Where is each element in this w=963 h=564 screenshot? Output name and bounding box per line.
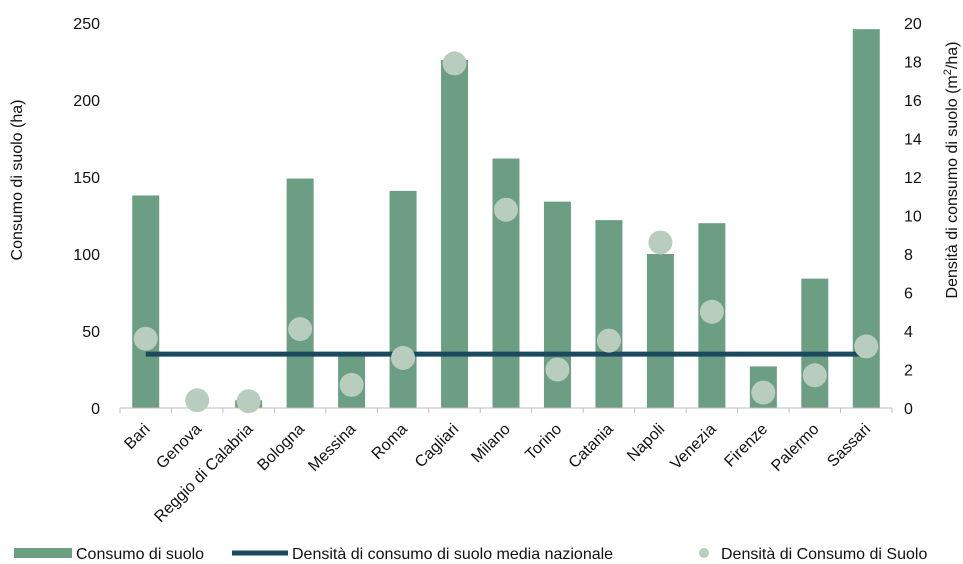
legend-label-dot: Densità di Consumo di Suolo [721, 546, 927, 563]
y-axis-title-right: Densità di consumo di suolo (m2/ha) [942, 42, 961, 299]
legend-label-line: Densità di consumo di suolo media nazion… [292, 546, 613, 563]
bar [646, 254, 674, 408]
y-axis-title-left: Consumo di suolo (ha) [9, 100, 26, 261]
data-point [854, 334, 879, 359]
bar [492, 158, 520, 408]
y-tick-label-right: 20 [904, 16, 922, 33]
x-tick-label: Genova [153, 421, 205, 473]
x-tick-label: Milano [468, 421, 513, 466]
bar [132, 195, 160, 408]
legend-label-bar: Consumo di suolo [76, 546, 204, 563]
y-tick-label-left: 50 [82, 324, 100, 341]
data-point [236, 389, 261, 414]
data-point [648, 230, 673, 255]
data-point [133, 326, 158, 351]
data-point [339, 372, 364, 397]
data-point [442, 51, 467, 76]
data-point [596, 328, 621, 353]
y-tick-label-right: 12 [904, 170, 922, 187]
x-tick-label: Venezia [667, 421, 719, 473]
data-point [802, 363, 827, 388]
data-point [494, 197, 518, 222]
bar [801, 278, 829, 408]
y-tick-label-right: 14 [904, 132, 922, 149]
x-tick-label: Palermo [768, 421, 822, 475]
y-tick-label-left: 100 [73, 247, 100, 264]
right-y-axis: 0 2 4 6 8 10 12 14 16 18 20 [904, 16, 922, 418]
x-tick-label: Messina [305, 421, 359, 475]
x-tick-label: Cagliari [412, 421, 462, 471]
y-tick-label-left: 250 [73, 16, 100, 33]
y-tick-label-left: 150 [73, 170, 100, 187]
y-tick-label-right: 2 [904, 363, 913, 380]
x-tick-label: Catania [566, 421, 617, 472]
x-tick-label: Roma [369, 421, 411, 463]
data-point [699, 299, 724, 324]
data-point [288, 317, 313, 342]
left-y-axis: 0 50 100 150 200 250 [73, 16, 100, 418]
x-tick-label: Sassari [824, 421, 874, 471]
bar [286, 178, 314, 408]
x-tick-label: Torino [522, 421, 565, 464]
bar [441, 59, 469, 409]
data-point [391, 345, 416, 370]
y-tick-label-right: 10 [904, 209, 922, 226]
y-tick-label-left: 0 [91, 401, 100, 418]
y-tick-label-right: 4 [904, 324, 913, 341]
bars-group [132, 29, 880, 409]
data-point [751, 380, 776, 405]
bar [595, 220, 623, 408]
bar [389, 190, 417, 408]
legend: Consumo di suolo Densità di consumo di s… [14, 546, 927, 563]
y-tick-label-right: 18 [904, 55, 922, 72]
x-tick-label: Bologna [254, 421, 308, 475]
data-point [545, 357, 570, 382]
x-tick-label: Reggio di Calabria [151, 421, 256, 526]
data-point [185, 388, 210, 413]
points-group [133, 51, 879, 414]
y-tick-label-right: 0 [904, 401, 913, 418]
x-tick-label: Bari [121, 421, 153, 453]
legend-swatch-bar [14, 548, 72, 558]
x-tick-label: Napoli [624, 421, 668, 465]
x-axis [119, 407, 893, 413]
y-tick-label-right: 8 [904, 247, 913, 264]
y-tick-label-left: 200 [73, 93, 100, 110]
y-tick-label-right: 16 [904, 93, 922, 110]
x-tick-label: Firenze [721, 421, 771, 471]
y-tick-label-right: 6 [904, 286, 913, 303]
legend-swatch-dot [699, 548, 709, 558]
